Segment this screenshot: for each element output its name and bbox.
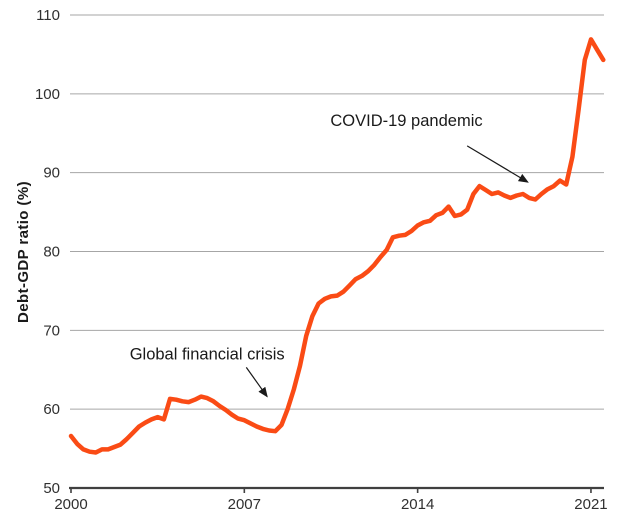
gridlines <box>70 14 604 410</box>
x-tick-label-2014: 2014 <box>401 496 434 513</box>
y-tick-label-60: 60 <box>43 401 60 418</box>
debt-gdp-ratio-line <box>68 37 606 455</box>
y-tick-label-50: 50 <box>43 480 60 497</box>
x-tick-label-2021: 2021 <box>574 496 607 513</box>
axes: 50 60 70 80 90 100 110 2000 2007 2014 2021 <box>35 7 608 513</box>
annotations: Global financial crisis COVID-19 pandemi… <box>130 112 529 398</box>
y-axis-title: Debt-GDP ratio (%) <box>15 181 32 323</box>
y-tick-label-100: 100 <box>35 86 60 103</box>
annotation-arrow-0 <box>245 367 268 398</box>
y-tick-label-110: 110 <box>36 7 60 24</box>
y-tick-label-70: 70 <box>43 322 60 339</box>
data-series <box>68 37 606 455</box>
y-tick-label-90: 90 <box>43 165 60 182</box>
annotation-arrow-1 <box>466 145 529 183</box>
annotation-global-financial-crisis: Global financial crisis <box>130 346 285 364</box>
y-tick-label-80: 80 <box>43 244 60 261</box>
x-tick-label-2000: 2000 <box>54 496 87 513</box>
x-tick-label-2007: 2007 <box>228 496 261 513</box>
annotation-covid-19-pandemic: COVID-19 pandemic <box>330 112 482 130</box>
